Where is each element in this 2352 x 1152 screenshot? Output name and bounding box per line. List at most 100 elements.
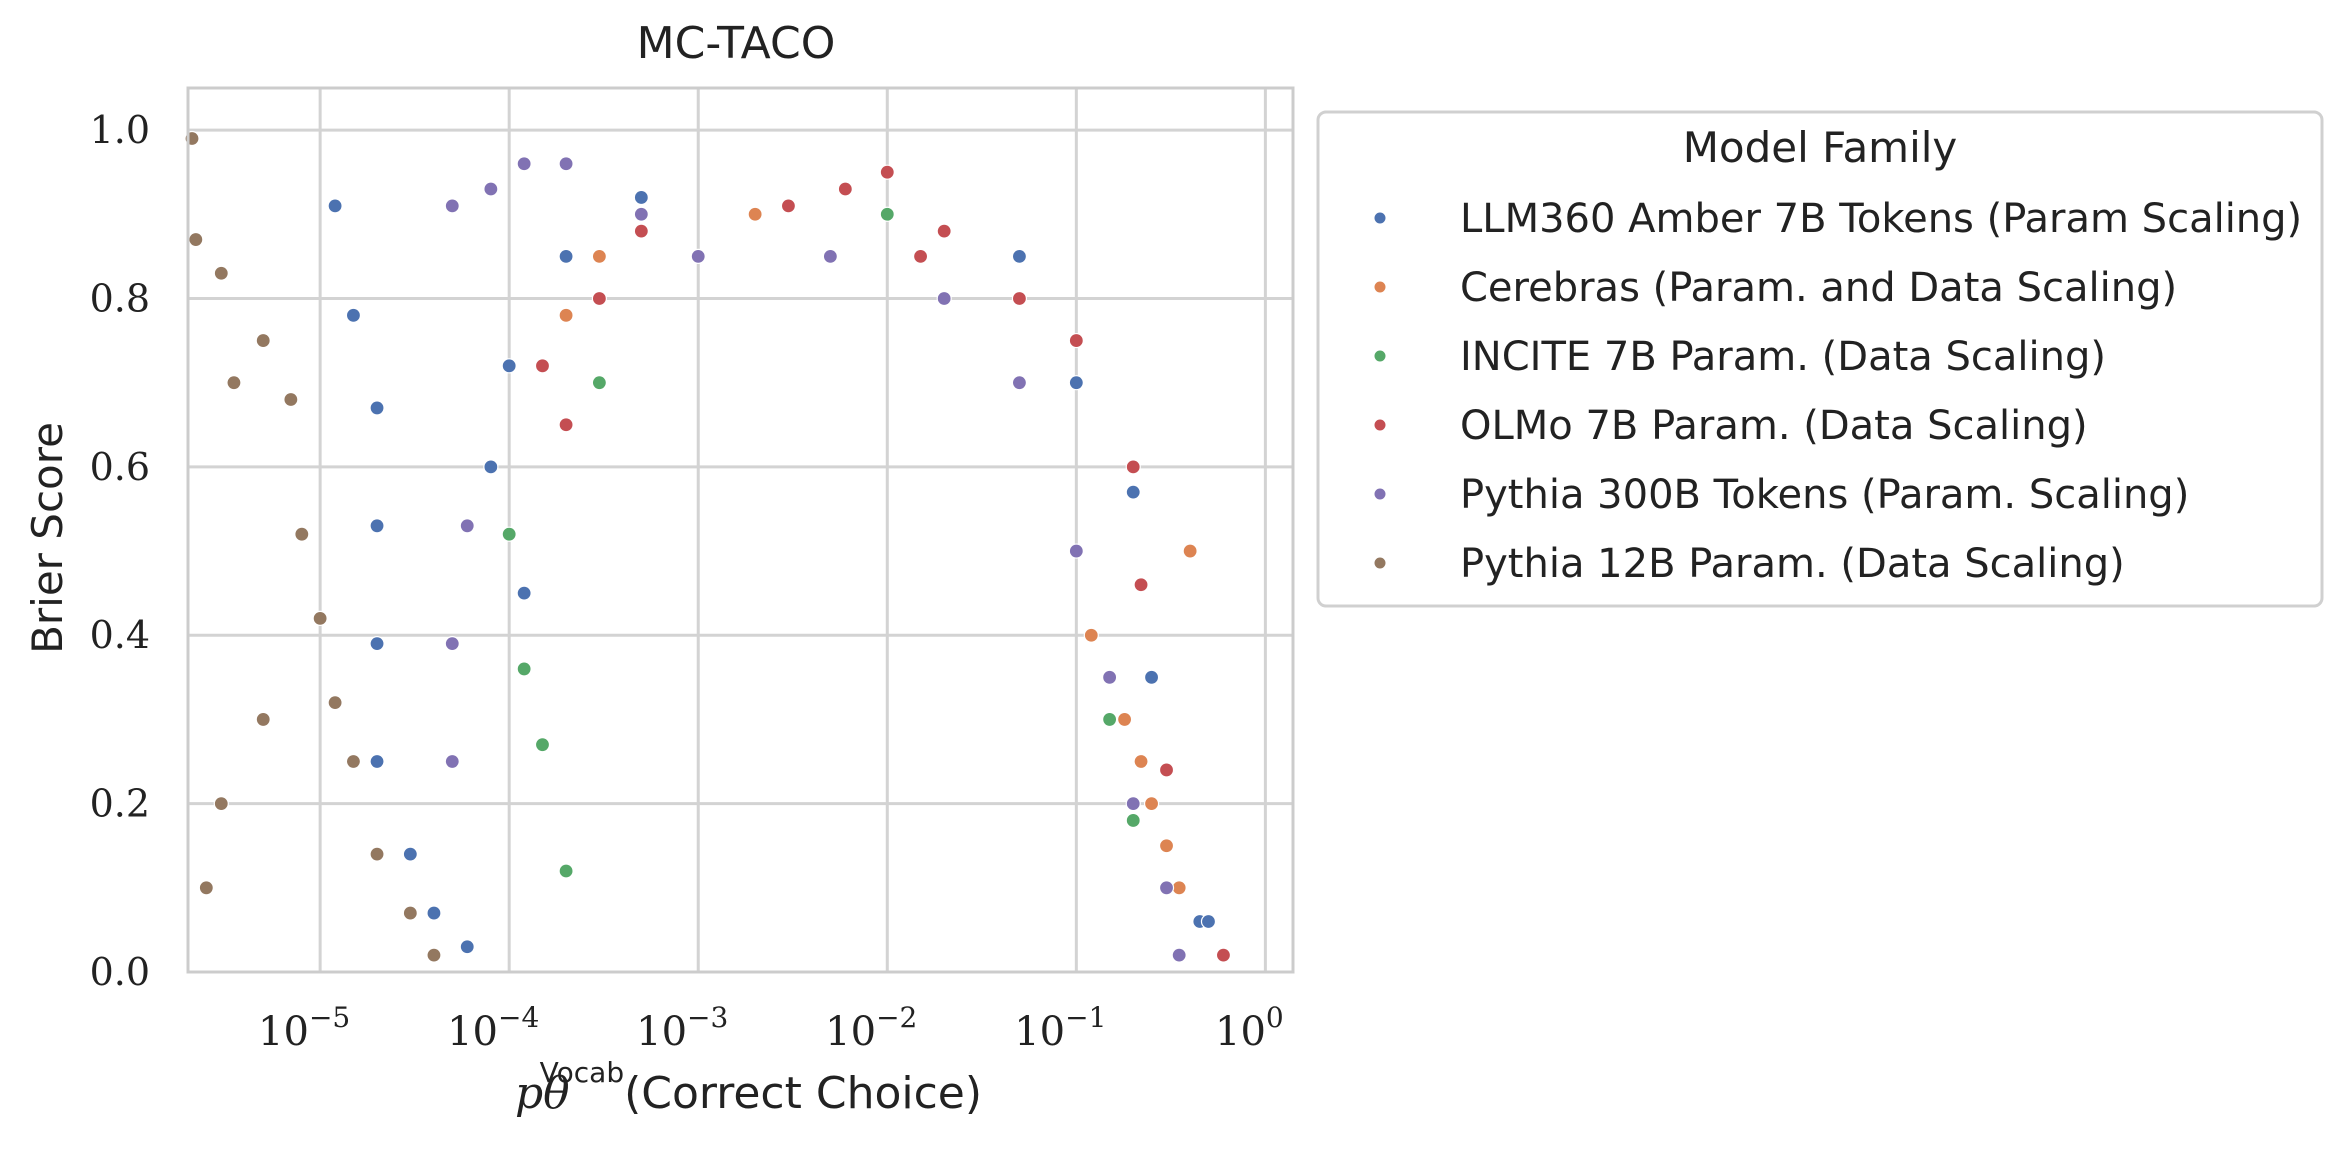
x-tick-exponent: −2	[876, 1001, 917, 1034]
legend-entry: LLM360 Amber 7B Tokens (Param Scaling)	[1373, 196, 2302, 242]
x-axis-label-text: (Correct Choice)	[624, 1068, 982, 1119]
data-point	[747, 206, 763, 222]
data-point	[402, 905, 418, 921]
data-point	[912, 248, 929, 264]
x-tick-exponent: −3	[687, 1001, 728, 1034]
data-point	[633, 223, 649, 239]
legend-marker	[1373, 280, 1387, 294]
legend-entry: INCITE 7B Param. (Data Scaling)	[1373, 334, 2106, 380]
data-point	[591, 290, 607, 307]
data-point	[516, 585, 532, 601]
data-point	[188, 231, 204, 248]
x-tick-label: 10−1	[1014, 1001, 1106, 1055]
data-point	[558, 307, 574, 323]
data-point	[1068, 332, 1084, 349]
data-point	[558, 248, 574, 264]
data-point	[255, 711, 271, 728]
legend-label: Cerebras (Param. and Data Scaling)	[1460, 265, 2177, 311]
data-point	[879, 164, 895, 180]
y-tick-label: 0.0	[90, 950, 150, 994]
data-point	[633, 189, 649, 206]
data-point	[591, 375, 607, 391]
legend-marker	[1373, 556, 1387, 570]
x-tick-exponent: −1	[1065, 1001, 1106, 1034]
data-point	[327, 694, 343, 711]
data-point	[1011, 290, 1028, 307]
legend-entry: Pythia 12B Param. (Data Scaling)	[1373, 541, 2125, 587]
data-point	[345, 753, 362, 770]
data-point	[1011, 375, 1028, 391]
data-point	[213, 265, 229, 281]
data-point	[936, 223, 952, 239]
data-point	[226, 375, 242, 391]
data-point	[426, 947, 442, 963]
data-point	[1171, 947, 1187, 963]
x-tick-base: 10	[825, 1009, 876, 1055]
data-point	[1182, 543, 1198, 559]
data-point	[255, 332, 271, 349]
x-tick-label: 100	[1215, 1001, 1284, 1055]
data-point	[516, 661, 532, 677]
plot-frame	[186, 86, 1295, 974]
legend-label: Pythia 300B Tokens (Param. Scaling)	[1460, 472, 2189, 518]
legend-title: Model Family	[1683, 123, 1958, 172]
legend-marker	[1373, 349, 1387, 363]
series-4	[444, 156, 1187, 963]
y-tick-label: 1.0	[90, 108, 150, 152]
y-axis-label: Brier Score	[23, 422, 72, 654]
data-point	[213, 796, 229, 812]
series-5	[184, 130, 442, 963]
data-point	[1125, 796, 1141, 812]
legend-marker	[1373, 487, 1387, 501]
data-point	[936, 290, 952, 307]
x-tick-label: 10−5	[258, 1001, 350, 1055]
data-point	[558, 863, 574, 879]
data-point	[283, 391, 299, 408]
x-tick-exponent: −5	[309, 1001, 350, 1034]
y-tick-label: 0.4	[90, 613, 150, 657]
data-point	[633, 206, 649, 222]
data-point	[1125, 812, 1141, 829]
data-point	[1143, 669, 1160, 685]
data-point	[444, 198, 460, 214]
data-point	[1125, 484, 1141, 500]
data-point	[1171, 880, 1187, 896]
data-point	[501, 526, 517, 542]
legend-entry: OLMo 7B Param. (Data Scaling)	[1373, 403, 2088, 449]
data-point	[459, 518, 475, 534]
legend-label: Pythia 12B Param. (Data Scaling)	[1460, 541, 2125, 587]
legend-marker	[1373, 418, 1387, 432]
data-point	[690, 248, 706, 264]
y-tick-label: 0.8	[90, 276, 150, 320]
plot-area: 10−5 10−4 10−3 10−2 10−1 1000.00.20.40.60.81.…	[90, 86, 1295, 1055]
x-tick-base: 10	[447, 1009, 498, 1055]
legend: Model Family LLM360 Amber 7B Tokens (Par…	[1316, 110, 2324, 608]
y-tick-label: 0.6	[90, 445, 150, 489]
data-point	[459, 939, 475, 955]
x-axis-label-math: pθ	[515, 1068, 570, 1119]
data-point	[1158, 880, 1175, 896]
x-tick-base: 10	[1215, 1009, 1266, 1055]
data-point	[369, 753, 385, 770]
data-point	[558, 417, 574, 433]
x-tick-label: 10−4	[447, 1001, 539, 1055]
data-point	[1215, 947, 1232, 963]
data-point	[534, 737, 551, 753]
x-tick-label: 10−3	[636, 1001, 728, 1055]
data-point	[327, 198, 343, 214]
data-point	[1011, 248, 1028, 264]
series-1	[558, 206, 1198, 896]
legend-entries: LLM360 Amber 7B Tokens (Param Scaling) Ce…	[1373, 196, 2302, 587]
data-point	[1133, 577, 1149, 593]
data-point	[1068, 543, 1084, 559]
data-point	[312, 610, 328, 627]
legend-label: LLM360 Amber 7B Tokens (Param Scaling)	[1460, 196, 2302, 242]
legend-label: OLMo 7B Param. (Data Scaling)	[1460, 403, 2088, 449]
data-point	[402, 846, 418, 862]
data-point	[444, 636, 460, 652]
data-point	[483, 459, 499, 475]
data-point	[1125, 459, 1141, 475]
data-point	[879, 206, 895, 222]
data-point	[1200, 913, 1217, 930]
